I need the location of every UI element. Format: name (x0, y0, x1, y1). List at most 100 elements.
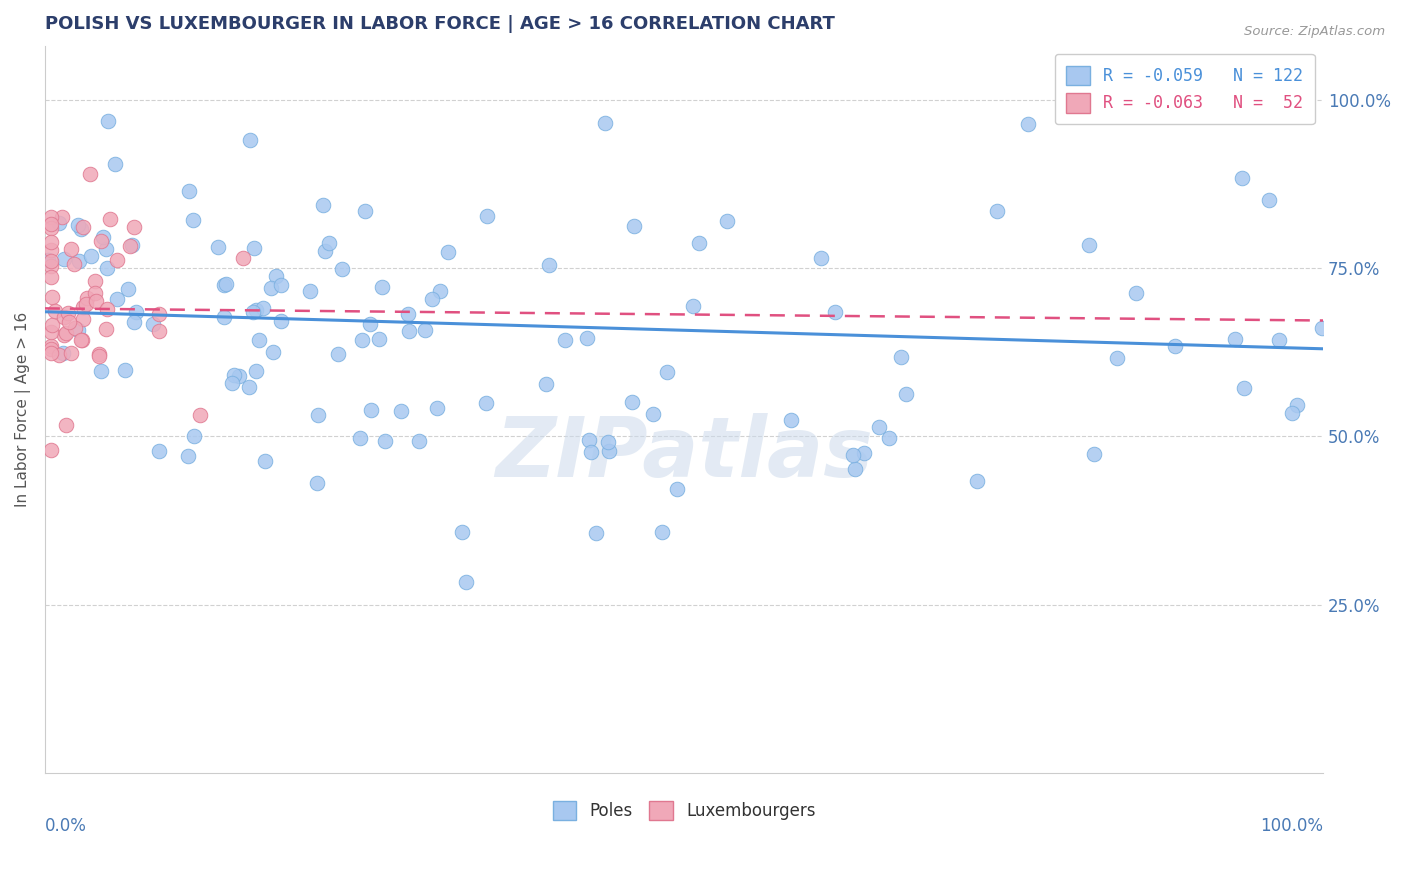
Point (39, 269, 62, 284)
Point (245, 302, 267, 317)
Text: 100.0%: 100.0% (1260, 817, 1323, 835)
Point (1281, 406, 1303, 420)
Point (39, 211, 62, 225)
Point (52, 327, 75, 342)
Point (666, 482, 689, 496)
Point (52, 346, 75, 360)
Point (966, 474, 988, 488)
Point (84, 294, 107, 309)
Point (398, 325, 420, 339)
Point (1223, 332, 1246, 346)
Point (222, 368, 245, 383)
Point (98, 211, 121, 226)
Point (48, 216, 70, 230)
Point (148, 444, 170, 458)
Point (90, 364, 112, 378)
Point (39, 235, 62, 249)
Y-axis label: In Labor Force | Age > 16: In Labor Force | Age > 16 (15, 312, 31, 507)
Point (59, 345, 82, 359)
Point (48, 348, 70, 362)
Point (1268, 333, 1291, 347)
Point (232, 251, 254, 265)
Text: 0.0%: 0.0% (45, 817, 87, 835)
Point (76, 291, 98, 305)
Point (894, 387, 917, 401)
Point (623, 219, 645, 233)
Point (360, 403, 382, 417)
Point (221, 376, 243, 390)
Point (70, 222, 93, 236)
Point (596, 434, 619, 449)
Point (41, 318, 63, 332)
Point (986, 204, 1008, 219)
Point (655, 365, 678, 379)
Text: ZIPatlas: ZIPatlas (495, 413, 873, 493)
Point (117, 282, 139, 296)
Point (536, 376, 558, 391)
Point (67, 219, 90, 233)
Point (39, 442, 62, 457)
Point (39, 325, 62, 339)
Point (716, 214, 738, 228)
Point (79, 167, 101, 181)
Point (51, 210, 73, 224)
Point (39, 345, 62, 359)
Point (581, 444, 603, 458)
Point (212, 278, 235, 293)
Point (122, 315, 145, 329)
Point (367, 332, 389, 346)
Point (682, 300, 704, 314)
Point (188, 408, 211, 422)
Point (39, 254, 62, 268)
Point (537, 258, 560, 272)
Point (1077, 238, 1099, 252)
Point (651, 524, 673, 539)
Point (270, 314, 292, 328)
Point (181, 213, 204, 227)
Point (228, 368, 250, 383)
Point (148, 324, 170, 338)
Point (396, 307, 419, 321)
Point (90, 234, 112, 248)
Point (824, 305, 846, 319)
Point (1233, 381, 1256, 395)
Point (114, 363, 136, 377)
Point (641, 407, 664, 421)
Point (312, 198, 335, 212)
Point (415, 323, 437, 337)
Point (72, 219, 94, 234)
Point (299, 284, 322, 298)
Point (1083, 447, 1105, 461)
Point (96, 242, 118, 256)
Point (239, 133, 262, 147)
Point (39, 221, 62, 235)
Point (1258, 193, 1281, 207)
Point (104, 157, 127, 171)
Point (475, 395, 498, 409)
Point (264, 268, 287, 283)
Point (389, 404, 412, 418)
Point (39, 339, 62, 353)
Point (238, 380, 260, 394)
Point (83, 274, 105, 288)
Point (810, 251, 832, 265)
Point (475, 209, 498, 223)
Point (353, 204, 375, 219)
Legend: Poles, Luxembourgers: Poles, Luxembourgers (546, 794, 823, 827)
Point (87, 349, 110, 363)
Point (179, 185, 201, 199)
Point (83, 285, 105, 300)
Text: POLISH VS LUXEMBOURGER IN LABOR FORCE | AGE > 16 CORRELATION CHART: POLISH VS LUXEMBOURGER IN LABOR FORCE | … (45, 15, 835, 33)
Point (245, 364, 267, 378)
Point (359, 318, 381, 332)
Point (575, 331, 598, 345)
Point (350, 333, 373, 347)
Point (585, 525, 607, 540)
Point (59, 243, 82, 257)
Point (97, 114, 120, 128)
Point (688, 235, 710, 250)
Point (252, 301, 274, 315)
Point (53, 252, 76, 267)
Point (1310, 321, 1333, 335)
Point (39, 259, 62, 273)
